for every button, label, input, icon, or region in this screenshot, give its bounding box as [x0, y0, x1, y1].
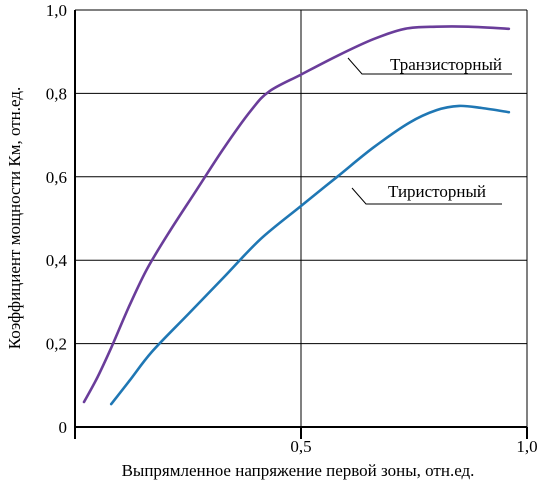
- x-tick-label-0: 0,5: [290, 437, 311, 456]
- series-annotations: Транзисторный Тиристорный: [347, 55, 512, 205]
- annotation-leader-0: [347, 57, 512, 75]
- series-label-0: Транзисторный: [390, 55, 502, 74]
- tick-labels: 0 0,2 0,4 0,6 0,8 1,0 0,5 1,0: [46, 1, 538, 456]
- y-tick-label-4: 0,8: [46, 84, 67, 103]
- y-tick-label-1: 0,2: [46, 335, 67, 354]
- grid: [75, 10, 527, 427]
- y-tick-label-5: 1,0: [46, 1, 67, 20]
- x-tick-label-1: 1,0: [516, 437, 537, 456]
- axes: [74, 9, 528, 439]
- series-line-1: [109, 104, 511, 406]
- y-tick-label-0: 0: [59, 418, 68, 437]
- y-tick-label-2: 0,4: [46, 251, 68, 270]
- y-tick-label-3: 0,6: [46, 168, 67, 187]
- series-lines: [82, 25, 511, 406]
- series-line-0: [82, 25, 511, 404]
- series-label-1: Тиристорный: [388, 182, 486, 201]
- x-axis-title: Выпрямленное напряжение первой зоны, отн…: [122, 461, 475, 480]
- y-axis-title: Коэффициент мощности Км, отн.ед.: [5, 87, 24, 350]
- annotation-leader-1: [351, 187, 502, 205]
